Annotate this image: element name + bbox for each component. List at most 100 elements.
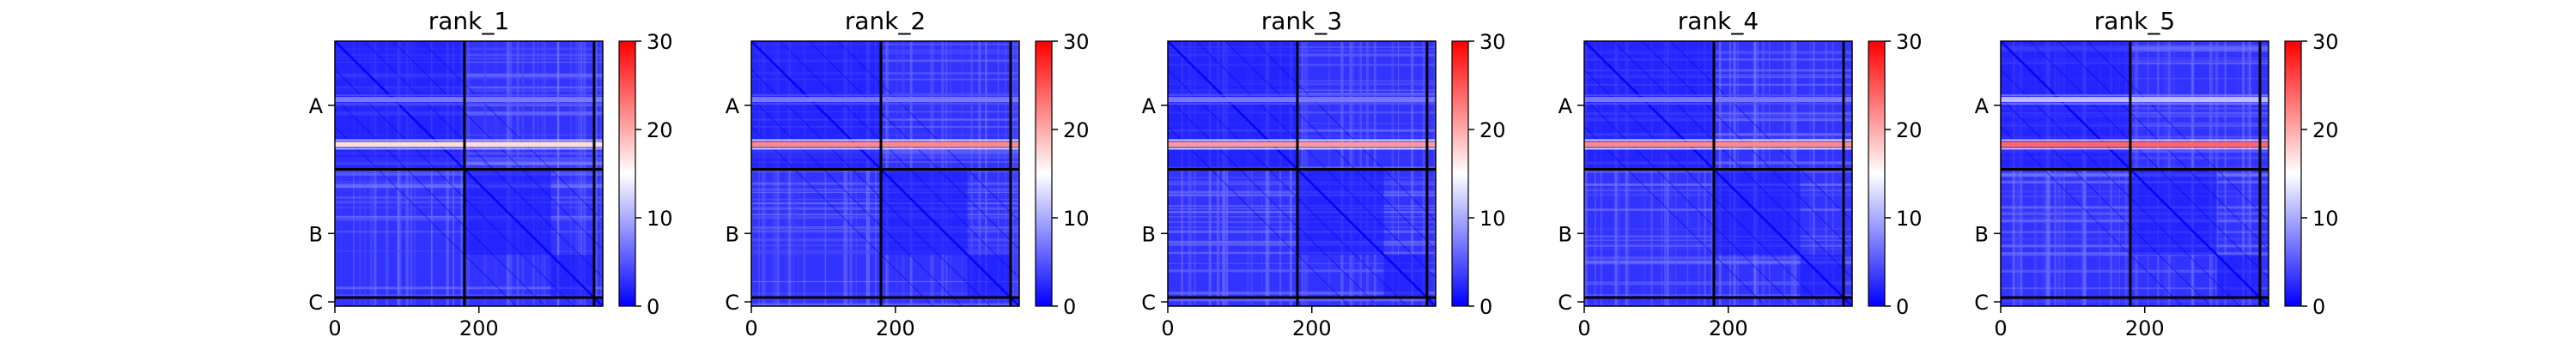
heatmap-diagonal-line	[1584, 41, 1852, 306]
heatmap-col-texture	[875, 41, 877, 306]
heatmap-col-texture	[2016, 41, 2019, 306]
heatmap-row-texture	[335, 104, 603, 106]
heatmap-col-texture	[2110, 41, 2112, 306]
y-tick-label: A	[726, 94, 740, 118]
colorbar-tick-label: 30	[1063, 30, 1090, 54]
heatmap-row-texture	[335, 86, 603, 87]
heatmap-col-texture	[1250, 41, 1254, 306]
heatmap-col-texture	[1266, 41, 1268, 306]
heatmap-col-texture	[762, 41, 766, 306]
heatmap-bright-row	[1584, 97, 1852, 103]
heatmap-col-texture	[978, 41, 981, 306]
heatmap-diagonal-line	[2001, 98, 2212, 306]
heatmap-diagonal-line	[1613, 41, 1852, 279]
heatmap-diagonal-line	[2001, 69, 2240, 306]
heatmap-col-texture	[2118, 41, 2120, 306]
heatmap-col-texture	[580, 41, 583, 306]
heatmap-col-texture	[787, 41, 792, 306]
y-tick-label: B	[1558, 222, 1572, 246]
colorbar-tick-label: 20	[1479, 118, 1506, 142]
colorbar-tick-label: 30	[2312, 30, 2339, 54]
heatmap-row-texture	[1584, 83, 1852, 86]
heatmap-col-texture	[1665, 41, 1667, 306]
heatmap-row-texture	[335, 286, 603, 290]
heatmap-diagonal-line	[2029, 41, 2269, 279]
heatmap-row-texture	[1584, 69, 1852, 71]
heatmap-col-texture	[2082, 41, 2087, 306]
heatmap-diagonal-line	[1584, 126, 1766, 306]
colorbar	[1868, 40, 1886, 307]
heatmap-cells	[2001, 41, 2269, 306]
heatmap-row-texture	[335, 47, 603, 51]
heatmap-row-texture	[2001, 269, 2269, 273]
heatmap-col-texture	[1614, 41, 1618, 306]
colorbar-tick-label: 30	[647, 30, 673, 54]
heatmap-col-texture	[2063, 41, 2065, 306]
heatmap-row-texture	[1584, 74, 1852, 77]
chart-title: rank_3	[1261, 7, 1342, 35]
heatmap-row-texture	[2001, 122, 2269, 125]
heatmap-row-texture	[335, 87, 603, 91]
heatmap-row-texture	[1168, 129, 1436, 132]
heatmap-col-texture	[2099, 41, 2101, 306]
heatmap-diagonal-line	[1254, 41, 1436, 221]
heatmap-col-texture	[2237, 41, 2239, 306]
colorbar-tick-label: 20	[2312, 118, 2339, 142]
heatmap-row-texture	[335, 158, 603, 161]
heatmap-row-texture	[751, 126, 1019, 128]
heatmap-col-texture	[1261, 41, 1263, 306]
heatmap-bright-row	[751, 97, 1019, 103]
heatmap-row-texture	[2001, 135, 2269, 139]
heatmap-col-texture	[1188, 41, 1190, 306]
x-tick-label: 0	[1161, 316, 1174, 340]
heatmap-row-texture	[335, 152, 603, 155]
heatmap-row-texture	[1584, 284, 1852, 286]
heatmap-bright-row	[335, 97, 603, 103]
heatmap-col-texture	[1809, 41, 1812, 306]
colorbar-tick-label: 0	[1479, 295, 1492, 319]
colorbar-tick-label: 10	[647, 207, 673, 231]
colorbar-tick-label: 20	[647, 118, 673, 142]
heatmap-col-texture	[1674, 41, 1677, 306]
colorbar-tick-label: 0	[1896, 295, 1909, 319]
heatmap-row-texture	[2001, 47, 2269, 51]
heatmap-col-texture	[1246, 41, 1250, 306]
heatmap-diagonal-line	[335, 41, 603, 306]
heatmap-col-texture	[1225, 41, 1229, 306]
heatmap-col-texture	[1194, 41, 1196, 306]
heatmap-row-texture	[1168, 50, 1436, 51]
heatmap-bright-row-edge	[1168, 103, 1436, 105]
heatmap-col-texture	[1289, 41, 1292, 306]
heatmap-diagonal-line	[780, 41, 1019, 279]
heatmap-diagonal-line	[1168, 41, 1436, 306]
colorbar-tick-label: 10	[1479, 207, 1506, 231]
heatmap-bright-row-edge	[1168, 94, 1436, 97]
heatmap-col-texture	[2082, 41, 2086, 306]
heatmap-bright-row-edge	[751, 103, 1019, 105]
heatmap-col-texture	[1014, 41, 1018, 306]
colorbar	[618, 40, 636, 307]
heatmap-diagonal-line	[2087, 41, 2269, 221]
heatmap-row-texture	[2001, 254, 2269, 256]
heatmap-col-texture	[2012, 41, 2015, 306]
heatmap-row-texture	[1168, 46, 1436, 48]
heatmap-row-texture	[1584, 135, 1852, 137]
heatmap-col-texture	[1626, 41, 1628, 306]
heatmap-row-texture	[335, 162, 603, 165]
heatmap-row-texture	[1584, 115, 1852, 117]
heatmap-col-texture	[1222, 41, 1225, 306]
heatmap-col-texture	[843, 41, 847, 306]
heatmap-row-texture	[2001, 57, 2269, 60]
heatmap-diagonal-line	[335, 69, 574, 306]
heatmap-diagonal-line	[1168, 126, 1350, 306]
heatmap-bright-row-edge	[335, 103, 603, 105]
heatmap-col-texture	[1813, 41, 1814, 306]
colorbar-tick-label: 0	[1063, 295, 1076, 319]
heatmap-row-texture	[2001, 49, 2269, 52]
heatmap-row-texture	[335, 86, 603, 88]
heatmap-col-texture	[1218, 41, 1220, 306]
heatmap-diagonal-line	[751, 69, 991, 306]
heatmap-diagonal-line	[837, 41, 1019, 221]
heatmap-row-texture	[1584, 51, 1852, 54]
